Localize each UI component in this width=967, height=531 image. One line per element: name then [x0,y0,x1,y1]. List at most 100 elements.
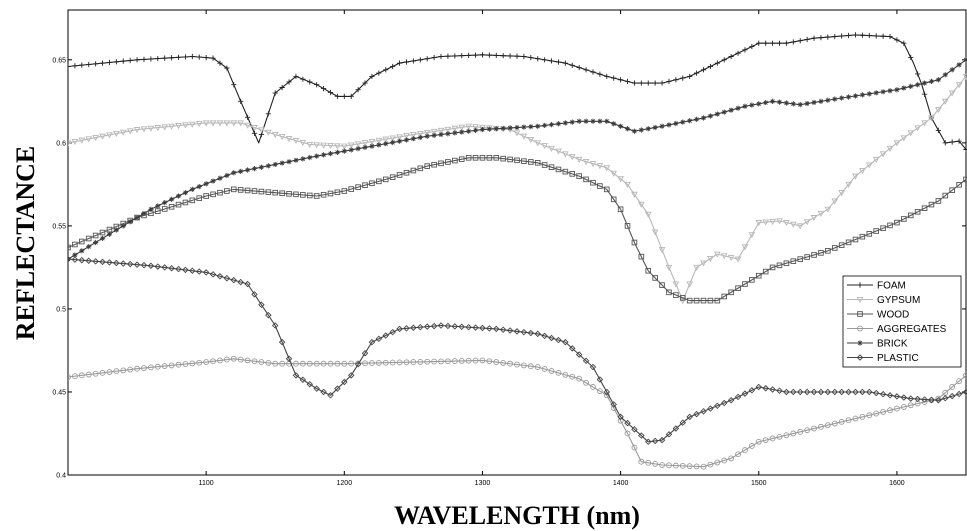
marker-gypsum [831,198,839,205]
marker-brick [452,130,458,136]
marker-brick [293,157,299,163]
marker-foam [583,67,589,73]
marker-gypsum [783,220,790,227]
marker-aggregates [410,359,417,365]
marker-gypsum [126,128,134,135]
marker-brick [403,137,410,143]
marker-aggregates [424,358,431,365]
marker-brick [742,103,748,109]
marker-brick [493,126,499,132]
marker-foam [224,65,230,71]
marker-gypsum [852,173,859,180]
legend-marker-aggregates [857,325,863,332]
marker-brick [362,144,368,151]
marker-foam [618,77,624,83]
marker-gypsum [859,168,866,175]
marker-wood [168,204,175,210]
marker-wood [949,187,955,193]
marker-foam [175,54,182,60]
marker-brick [528,124,534,130]
marker-plastic [68,255,72,263]
marker-gypsum [513,130,521,137]
marker-gypsum [202,120,210,127]
marker-plastic [189,267,196,274]
marker-aggregates [244,357,251,364]
marker-aggregates [334,360,341,367]
marker-wood [99,229,106,236]
marker-foam [251,130,258,136]
marker-gypsum [686,281,694,288]
marker-plastic [631,426,638,433]
marker-plastic [748,387,756,394]
marker-wood [624,223,631,229]
marker-foam [431,55,437,61]
marker-brick [887,88,893,94]
marker-gypsum [589,161,597,168]
marker-foam [355,87,361,93]
marker-gypsum [278,134,286,141]
marker-foam [645,80,651,86]
marker-wood [928,201,935,208]
marker-brick [590,118,596,124]
marker-aggregates [493,359,500,365]
marker-wood [562,168,569,175]
marker-wood [963,176,967,183]
marker-wood [210,191,216,198]
marker-aggregates [735,451,741,458]
marker-wood [438,160,444,167]
marker-gypsum [78,137,86,144]
marker-aggregates [693,463,700,470]
marker-plastic [838,388,845,396]
marker-foam [852,32,859,38]
y-tick-label: 0.45 [52,389,66,396]
marker-gypsum [188,121,196,128]
marker-foam [203,55,209,61]
marker-foam [189,53,195,60]
marker-brick [928,78,935,85]
marker-plastic [907,395,914,402]
marker-gypsum [741,244,749,251]
marker-wood [258,188,265,195]
marker-gypsum [347,142,355,149]
marker-brick [231,170,237,176]
marker-plastic [534,330,541,338]
marker-plastic [589,363,597,371]
marker-gypsum [886,145,894,152]
marker-plastic [437,322,445,329]
marker-aggregates [237,356,244,363]
marker-foam [472,52,479,58]
marker-brick [735,105,741,111]
marker-wood [610,196,617,203]
marker-foam [141,56,147,63]
x-tick-label: 1600 [889,480,905,487]
marker-wood [769,264,776,271]
marker-wood [700,297,707,304]
marker-aggregates [348,360,355,367]
marker-brick [845,94,852,100]
marker-plastic [769,386,776,393]
marker-aggregates [479,357,486,364]
marker-plastic [99,258,106,266]
marker-wood [196,195,203,201]
marker-aggregates [92,370,99,377]
marker-plastic [71,256,79,263]
marker-plastic [645,438,652,446]
marker-gypsum [962,73,967,80]
marker-gypsum [872,156,880,163]
marker-wood [85,235,92,242]
marker-gypsum [458,124,466,131]
marker-foam [687,73,693,80]
marker-brick [804,100,810,107]
marker-plastic [596,376,604,383]
marker-wood [92,232,99,239]
marker-gypsum [430,128,438,135]
marker-brick [272,161,278,168]
series-aggregates [68,355,967,470]
marker-wood [341,188,348,194]
marker-plastic [665,431,673,438]
marker-brick [410,136,416,142]
marker-gypsum [762,219,770,226]
marker-brick [825,97,831,103]
marker-plastic [113,259,120,267]
marker-aggregates [590,384,596,390]
